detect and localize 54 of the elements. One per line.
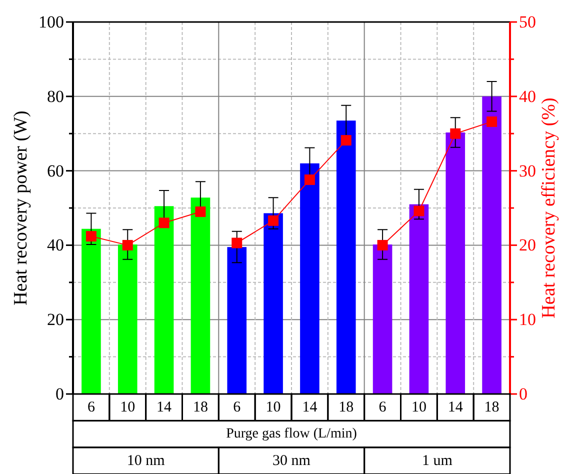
point bbox=[232, 238, 242, 248]
x-tick-label: 18 bbox=[484, 399, 500, 416]
y2-tick-label: 40 bbox=[519, 86, 536, 106]
point bbox=[122, 240, 133, 250]
y2-axis-title: Heat recovery efficiency (%) bbox=[538, 98, 560, 318]
x-tick-label: 14 bbox=[448, 399, 464, 416]
bar bbox=[482, 96, 502, 394]
point bbox=[486, 116, 498, 127]
y-tick-label: 60 bbox=[47, 161, 64, 180]
x-tick-label: 6 bbox=[378, 399, 387, 416]
bar bbox=[227, 247, 247, 394]
bar bbox=[118, 244, 138, 394]
y2-tick-label: 20 bbox=[519, 236, 536, 255]
y-tick-label: 100 bbox=[38, 12, 64, 32]
point bbox=[450, 128, 461, 139]
point bbox=[304, 174, 315, 185]
point bbox=[340, 135, 352, 146]
point bbox=[414, 206, 424, 216]
x-tick-label: 14 bbox=[156, 399, 172, 416]
y2-tick-label: 0 bbox=[519, 384, 528, 404]
bar bbox=[82, 228, 101, 394]
point bbox=[195, 206, 206, 217]
y-axis-title: Heat recovery power (W) bbox=[10, 110, 32, 306]
bar bbox=[264, 213, 283, 394]
x-tick-label: 10 bbox=[120, 399, 136, 416]
point bbox=[268, 215, 279, 226]
x-tick-label: 10 bbox=[411, 399, 426, 416]
y2-tick-label: 10 bbox=[519, 310, 536, 330]
point bbox=[86, 231, 96, 242]
x-tick-label: 18 bbox=[338, 399, 354, 416]
bar bbox=[300, 163, 320, 394]
bar bbox=[409, 204, 429, 394]
bar bbox=[336, 120, 356, 394]
bar bbox=[372, 244, 392, 394]
point bbox=[377, 240, 388, 250]
point bbox=[158, 218, 170, 228]
bar bbox=[446, 132, 466, 394]
x-tick-label: 6 bbox=[233, 399, 242, 416]
x-tick-label: 14 bbox=[302, 399, 318, 416]
y-tick-label: 80 bbox=[47, 86, 64, 106]
x-tick-label: 10 bbox=[266, 399, 281, 416]
bar bbox=[154, 206, 174, 394]
x-tick-label: 18 bbox=[192, 399, 208, 416]
text: 30 nm bbox=[272, 452, 311, 469]
bar bbox=[190, 198, 210, 394]
y-tick-label: 0 bbox=[56, 384, 64, 404]
x-axis-title: Purge gas flow (L/min) bbox=[226, 426, 358, 442]
text: 1 um bbox=[422, 452, 453, 469]
text: 10 nm bbox=[126, 452, 166, 469]
y2-tick-label: 30 bbox=[519, 161, 536, 180]
y-tick-label: 40 bbox=[47, 236, 64, 255]
y-tick-label: 20 bbox=[47, 310, 64, 330]
y2-tick-label: 50 bbox=[519, 12, 536, 32]
x-tick-label: 6 bbox=[87, 399, 96, 416]
